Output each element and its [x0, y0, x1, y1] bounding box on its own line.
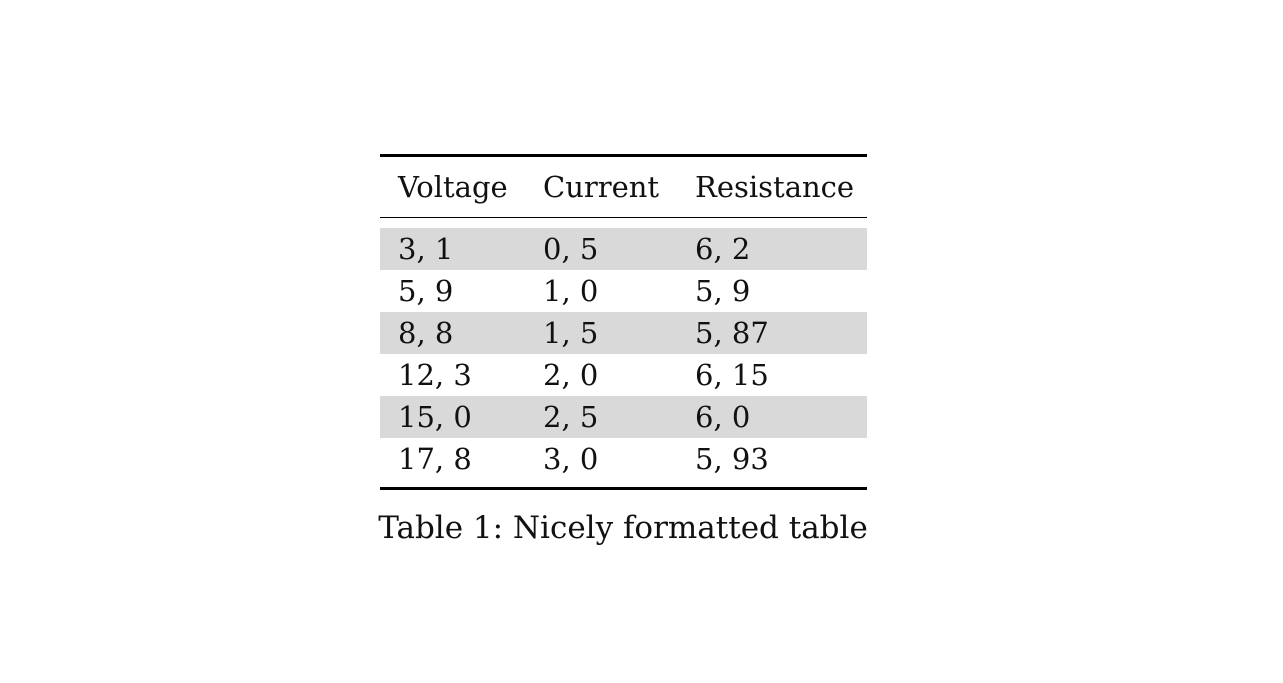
bottom-rule: [380, 487, 867, 490]
table-row: 3, 1 0, 5 6, 2: [380, 228, 867, 270]
cell-voltage: 17, 8: [398, 441, 472, 476]
cell-current: 2, 5: [543, 399, 599, 434]
table-row: 8, 8 1, 5 5, 87: [380, 312, 867, 354]
table-caption: Table 1: Nicely formatted table: [378, 510, 868, 546]
cell-resistance: 6, 0: [695, 399, 751, 434]
header-current: Current: [543, 169, 660, 204]
cell-resistance: 6, 15: [695, 357, 769, 392]
cell-resistance: 5, 9: [695, 273, 751, 308]
header-voltage: Voltage: [398, 169, 508, 204]
cell-current: 2, 0: [543, 357, 599, 392]
table-row: 15, 0 2, 5 6, 0: [380, 396, 867, 438]
data-table: Voltage Current Resistance 3, 1 0, 5 6, …: [380, 154, 867, 490]
cell-current: 3, 0: [543, 441, 599, 476]
header-resistance: Resistance: [695, 169, 855, 204]
cell-current: 1, 0: [543, 273, 599, 308]
top-rule: [380, 154, 867, 157]
table-header-row: Voltage Current Resistance: [380, 157, 867, 217]
cell-voltage: 12, 3: [398, 357, 472, 392]
footer-gap: [380, 480, 867, 487]
cell-voltage: 8, 8: [398, 315, 454, 350]
cell-current: 1, 5: [543, 315, 599, 350]
mid-rule: [380, 217, 867, 218]
table-row: 5, 9 1, 0 5, 9: [380, 270, 867, 312]
cell-resistance: 5, 93: [695, 441, 769, 476]
cell-resistance: 6, 2: [695, 231, 751, 266]
table-row: 12, 3 2, 0 6, 15: [380, 354, 867, 396]
cell-current: 0, 5: [543, 231, 599, 266]
header-gap: [380, 218, 867, 228]
cell-voltage: 3, 1: [398, 231, 454, 266]
cell-voltage: 15, 0: [398, 399, 472, 434]
cell-voltage: 5, 9: [398, 273, 454, 308]
cell-resistance: 5, 87: [695, 315, 769, 350]
table-row: 17, 8 3, 0 5, 93: [380, 438, 867, 480]
